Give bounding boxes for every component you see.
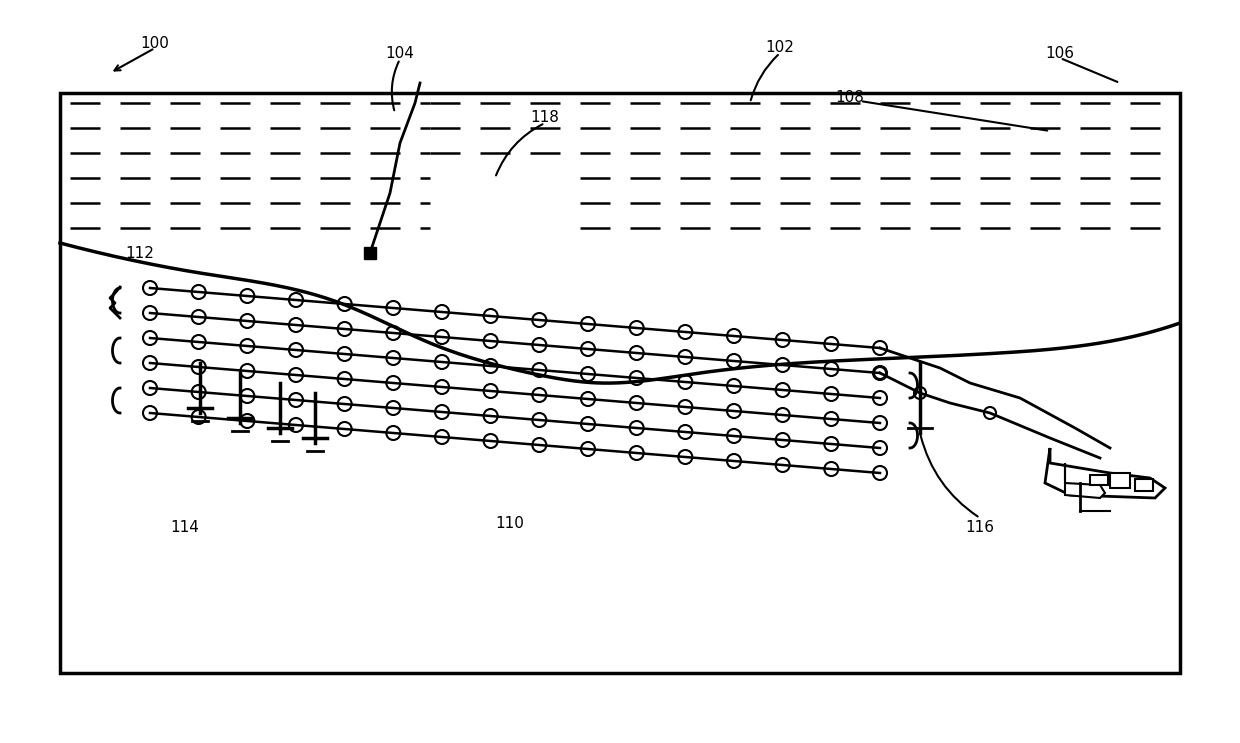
Text: 106: 106 [1045, 45, 1075, 60]
Polygon shape [1045, 448, 1166, 498]
Text: 112: 112 [125, 245, 155, 261]
Text: 110: 110 [496, 516, 525, 531]
Polygon shape [1065, 463, 1105, 498]
Text: 116: 116 [966, 521, 994, 536]
Bar [1135, 479, 1153, 491]
Text: 102: 102 [765, 41, 795, 56]
Bar [1110, 473, 1130, 488]
Text: 100: 100 [140, 36, 170, 51]
Bar [1090, 475, 1109, 485]
Text: 108: 108 [836, 91, 864, 106]
Text: 104: 104 [386, 45, 414, 60]
Text: 118: 118 [531, 111, 559, 126]
Bar [60, 93, 1180, 673]
Text: 114: 114 [171, 521, 200, 536]
